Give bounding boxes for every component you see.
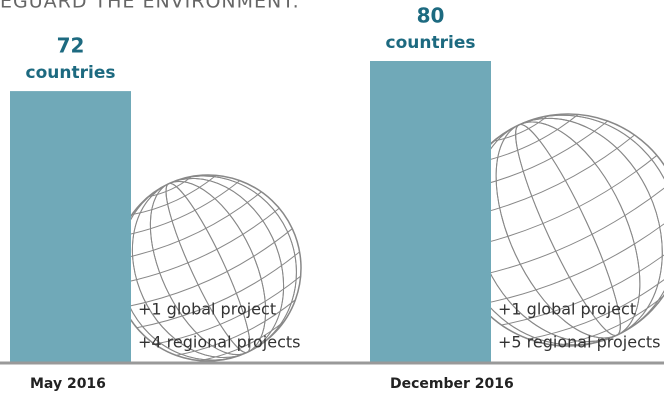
bar [370, 61, 491, 362]
globe-parallel [116, 207, 280, 285]
globe-parallel [528, 269, 664, 340]
globe-parallel [115, 191, 262, 261]
annotation: +5 regional projects [498, 333, 660, 352]
annotation: +1 global project [498, 300, 636, 319]
globe-parallel [131, 174, 217, 216]
globe-parallel [176, 299, 296, 356]
globe-parallel [557, 296, 664, 347]
globe-parallel [136, 251, 300, 329]
globe-parallel [148, 176, 193, 198]
globe-parallel [462, 180, 664, 280]
globe-parallel [479, 209, 664, 306]
category-label: May 2016 [30, 376, 106, 392]
value-label: 80 [417, 4, 445, 28]
globe-parallel [123, 228, 293, 308]
globe [114, 174, 302, 362]
value-unit: countries [26, 63, 116, 83]
annotation: +4 regional projects [138, 333, 300, 352]
annotation: +1 global project [138, 300, 276, 319]
globe-parallel [493, 115, 549, 142]
globe-parallel [199, 320, 285, 362]
bar [10, 91, 131, 362]
value-unit: countries [386, 33, 476, 53]
globe-parallel [588, 318, 643, 345]
globe-parallel [154, 275, 301, 345]
heading: EGUARD THE ENVIRONMENT. [0, 0, 300, 13]
value-label: 72 [57, 34, 85, 58]
globe-parallel [224, 338, 269, 361]
category-label: December 2016 [390, 376, 514, 392]
globe-parallel [120, 180, 241, 237]
